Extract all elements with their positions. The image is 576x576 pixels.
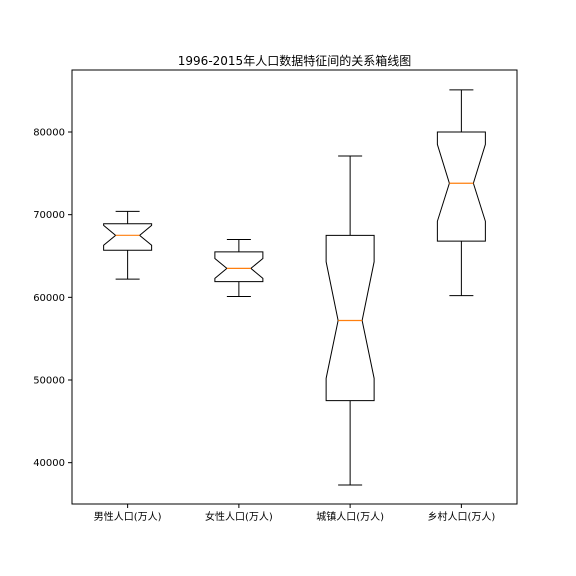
notched-box — [103, 223, 153, 251]
notched-box — [436, 131, 486, 242]
x-tick-label: 城镇人口(万人) — [316, 510, 384, 523]
x-tick-label: 女性人口(万人) — [205, 510, 273, 523]
x-tick-label: 乡村人口(万人) — [427, 510, 495, 523]
chart-title: 1996-2015年人口数据特征间的关系箱线图 — [178, 53, 411, 68]
notched-box — [325, 234, 375, 402]
y-tick-label: 80000 — [33, 128, 65, 139]
y-tick-label: 50000 — [33, 376, 65, 387]
x-tick-label: 男性人口(万人) — [94, 510, 162, 523]
y-tick-label: 40000 — [33, 458, 65, 469]
y-tick-label: 60000 — [33, 293, 65, 304]
plot-frame — [71, 69, 518, 505]
y-tick-label: 70000 — [33, 210, 65, 221]
chart-marks: 40000 50000 60000 70000 80000 男性人口(万人) 女性人口(万人… — [33, 89, 495, 523]
notched-box — [214, 251, 264, 283]
